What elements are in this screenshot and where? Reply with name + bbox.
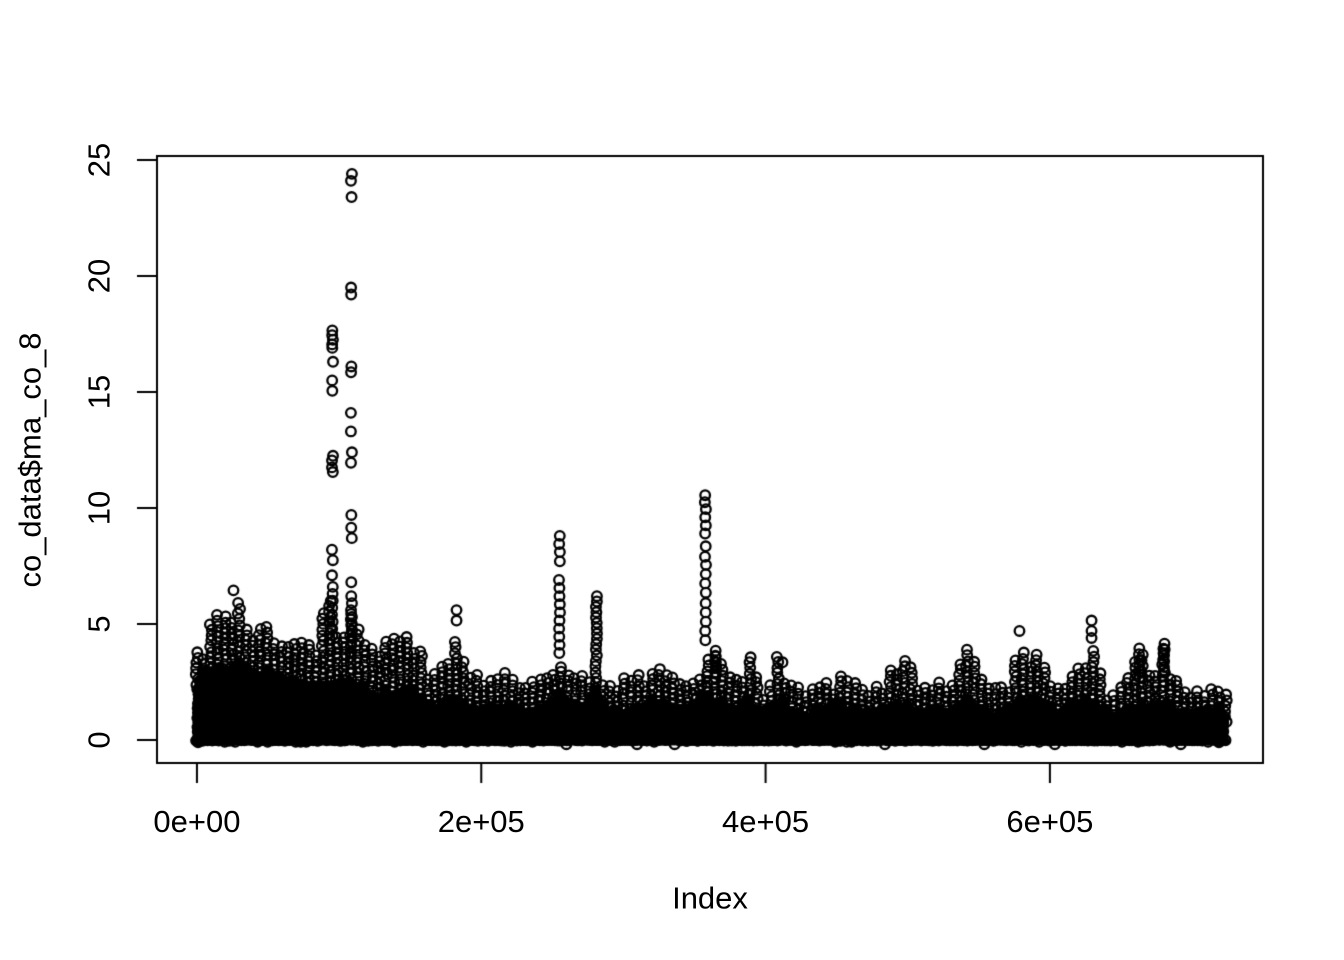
x-tick-label: 2e+05 [437, 804, 525, 839]
y-tick-label: 20 [81, 258, 117, 294]
x-tick-label: 6e+05 [1006, 804, 1094, 839]
y-tick-label: 5 [81, 615, 117, 633]
x-tick-label: 4e+05 [722, 804, 810, 839]
y-axis-title: co_data$ma_co_8 [12, 332, 48, 588]
y-tick-label: 25 [81, 142, 117, 178]
y-tick-label: 15 [81, 374, 117, 410]
x-tick-label: 0e+00 [153, 804, 241, 839]
x-axis-title: Index [672, 880, 748, 916]
y-tick-label: 0 [81, 731, 117, 749]
y-tick-label: 10 [81, 490, 117, 526]
